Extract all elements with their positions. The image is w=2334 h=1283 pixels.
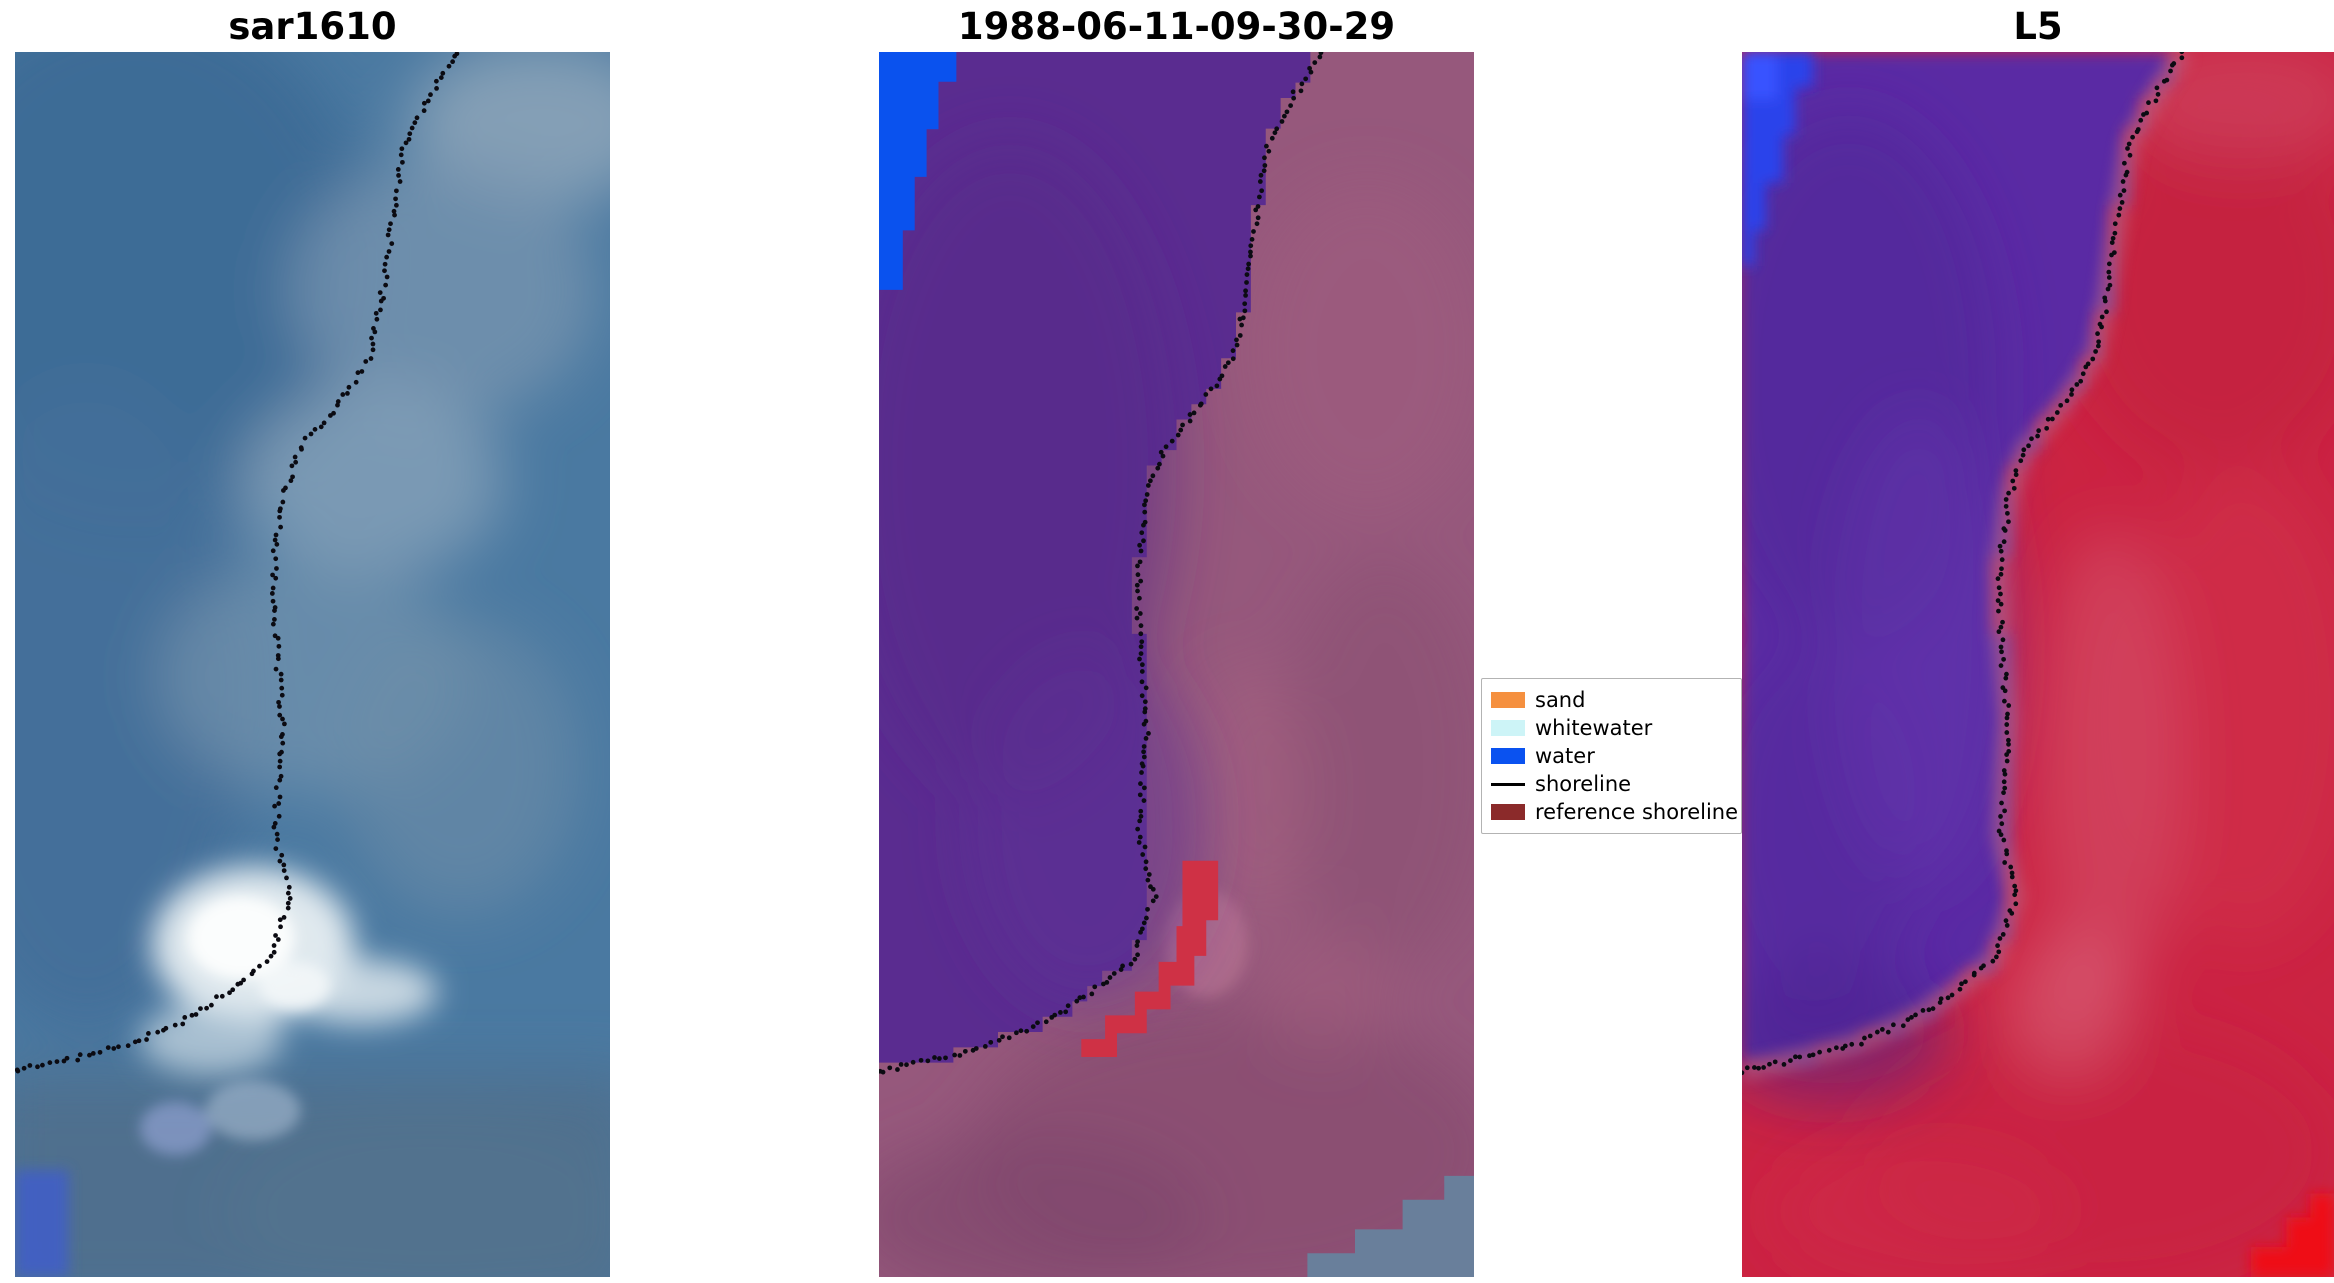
l5-image <box>1742 52 2334 1277</box>
corner-red-patch <box>2251 1193 2334 1277</box>
legend-label-water: water <box>1535 744 1595 768</box>
sand-swatch <box>1491 692 1525 708</box>
panel-l5 <box>1742 52 2334 1277</box>
panel-classified <box>879 52 1474 1277</box>
shoreline-dots <box>1742 52 2185 1076</box>
panel-title-classified: 1988-06-11-09-30-29 <box>957 5 1396 48</box>
legend-item-shoreline: shoreline <box>1491 770 1741 798</box>
panel-sar1610 <box>15 52 610 1277</box>
legend-label-reference-shoreline: reference shoreline <box>1535 800 1739 824</box>
panel-title-sar: sar1610 <box>228 5 397 48</box>
reference-shoreline-swatch <box>1491 804 1525 820</box>
legend-item-whitewater: whitewater <box>1491 714 1741 742</box>
shoreline-line-swatch <box>1491 782 1525 786</box>
whitewater-swatch <box>1491 720 1525 736</box>
corner-gray-patch <box>1307 1175 1474 1277</box>
corner-blue-patch <box>15 1169 69 1277</box>
legend-item-water: water <box>1491 742 1741 770</box>
legend-item-sand: sand <box>1491 686 1741 714</box>
water-patch-blue <box>879 52 957 290</box>
red-class-patch <box>1081 860 1219 1057</box>
corner-blue-patch <box>1742 52 1814 267</box>
water-swatch <box>1491 748 1525 764</box>
legend-item-reference-shoreline: reference shoreline <box>1491 798 1741 826</box>
sar-image <box>15 52 610 1277</box>
panel-title-l5: L5 <box>2013 5 2063 48</box>
legend: sand whitewater water shoreline referenc… <box>1481 678 1742 834</box>
legend-label-whitewater: whitewater <box>1535 716 1653 740</box>
legend-label-sand: sand <box>1535 688 1586 712</box>
classified-image <box>879 52 1474 1277</box>
shoreline-dots <box>15 52 460 1074</box>
legend-label-shoreline: shoreline <box>1535 772 1632 796</box>
shoreline-dots <box>879 52 1324 1075</box>
